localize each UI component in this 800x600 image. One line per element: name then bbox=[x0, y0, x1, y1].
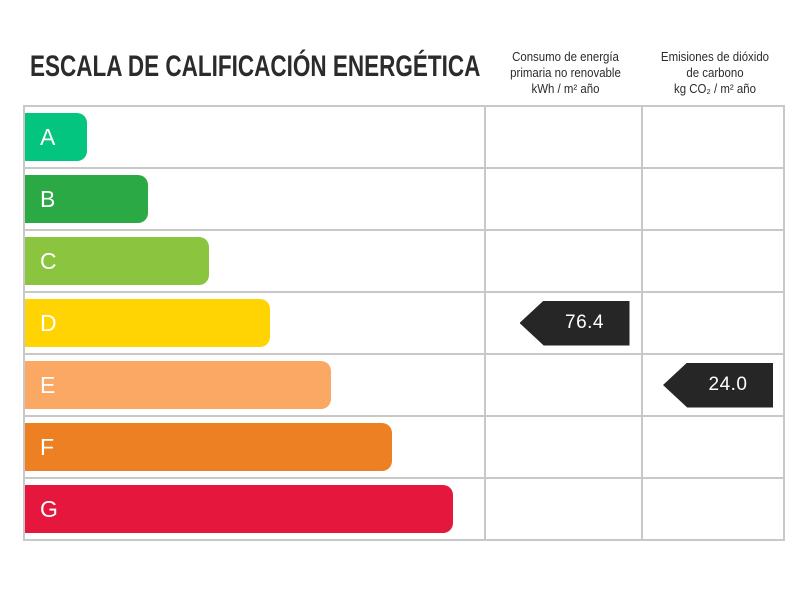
emisiones-value-arrow: 24.0 bbox=[663, 362, 773, 408]
consumo-cell-d: 76.4 bbox=[486, 293, 641, 353]
consumo-column-header: Consumo de energía primaria no renovable… bbox=[496, 49, 636, 97]
rating-bar-f: F bbox=[25, 423, 392, 471]
rating-bar-d: D bbox=[25, 299, 270, 347]
emisiones-header-line2: de carbono bbox=[686, 65, 744, 80]
rating-letter-g: G bbox=[40, 495, 58, 522]
emisiones-header-unit: kg CO₂ / m² año bbox=[673, 81, 757, 96]
rating-bar-a: A bbox=[25, 113, 87, 161]
rating-row-c-bar-cell: C bbox=[25, 231, 484, 291]
rating-row-d-bar-cell: D bbox=[25, 293, 484, 353]
emisiones-cell-c bbox=[643, 231, 783, 291]
rating-letter-b: B bbox=[40, 185, 56, 212]
page-title: ESCALA DE CALIFICACIÓN ENERGÉTICA bbox=[30, 50, 481, 83]
emisiones-cell-d bbox=[643, 293, 783, 353]
rating-bar-c: C bbox=[25, 237, 209, 285]
rating-letter-f: F bbox=[40, 433, 55, 460]
rating-row-e-bar-cell: E bbox=[25, 355, 484, 415]
consumo-cell-b bbox=[486, 169, 641, 229]
consumo-value-arrow: 76.4 bbox=[519, 300, 630, 346]
emisiones-cell-e: 24.0 bbox=[643, 355, 783, 415]
emisiones-cell-g bbox=[643, 479, 783, 539]
consumo-value: 76.4 bbox=[565, 312, 604, 333]
consumo-cell-a bbox=[486, 107, 641, 167]
consumo-header-line2: primaria no renovable bbox=[510, 65, 621, 80]
rating-row-a-bar-cell: A bbox=[25, 107, 484, 167]
rating-bar-e: E bbox=[25, 361, 331, 409]
rating-bar-b: B bbox=[25, 175, 148, 223]
emisiones-column-header: Emisiones de dióxido de carbono kg CO₂ /… bbox=[653, 49, 776, 97]
rating-table: A B C D 76.4 bbox=[23, 105, 785, 541]
consumo-cell-e bbox=[486, 355, 641, 415]
rating-letter-e: E bbox=[40, 371, 56, 398]
rating-row-f-bar-cell: F bbox=[25, 417, 484, 477]
emisiones-header-line1: Emisiones de dióxido bbox=[660, 49, 770, 64]
rating-bar-g: G bbox=[25, 485, 453, 533]
emisiones-cell-f bbox=[643, 417, 783, 477]
consumo-header-unit: kWh / m² año bbox=[531, 81, 600, 96]
rating-letter-d: D bbox=[40, 309, 57, 336]
consumo-cell-f bbox=[486, 417, 641, 477]
consumo-header-line1: Consumo de energía bbox=[512, 49, 619, 64]
emisiones-cell-b bbox=[643, 169, 783, 229]
emisiones-cell-a bbox=[643, 107, 783, 167]
rating-letter-c: C bbox=[40, 247, 57, 274]
consumo-cell-g bbox=[486, 479, 641, 539]
consumo-cell-c bbox=[486, 231, 641, 291]
emisiones-value: 24.0 bbox=[708, 374, 748, 395]
rating-letter-a: A bbox=[40, 123, 56, 150]
rating-row-b-bar-cell: B bbox=[25, 169, 484, 229]
rating-row-g-bar-cell: G bbox=[25, 479, 484, 539]
